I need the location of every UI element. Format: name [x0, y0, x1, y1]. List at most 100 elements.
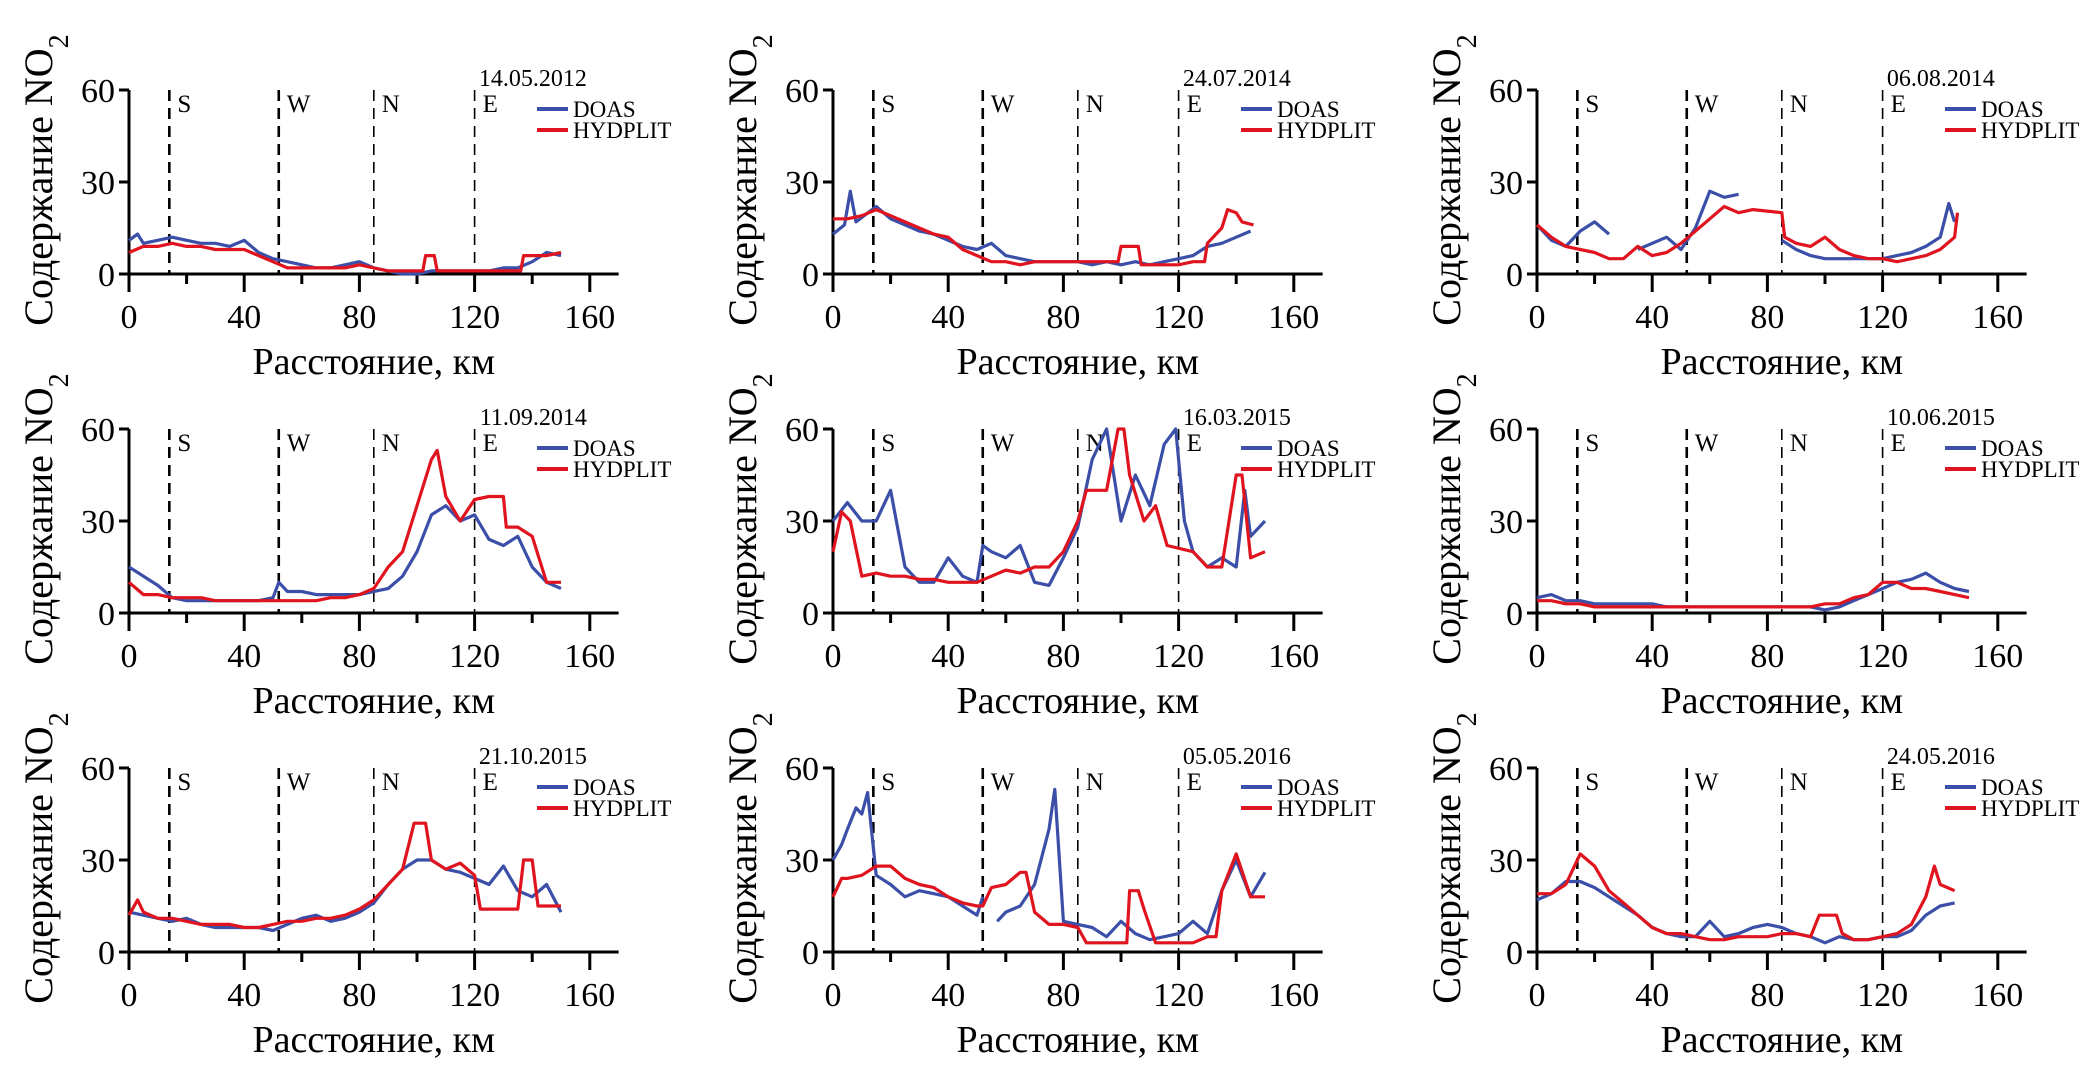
x-tick-label: 0 — [1529, 977, 1546, 1014]
x-tick-label: 80 — [1750, 299, 1784, 336]
x-tick-label: 80 — [342, 977, 376, 1014]
x-tick-label: 40 — [227, 638, 261, 675]
panel-1: 0 30 60 0 40 80 120 160 Расстояние, км Содержание… — [16, 34, 671, 383]
panel-date: 06.08.2014 — [1887, 66, 1995, 92]
zone-label: W — [991, 430, 1015, 457]
panel-8: 0 30 60 0 40 80 120 160 Расстояние, км Содержание… — [720, 712, 1375, 1061]
x-tick-label: 160 — [1268, 977, 1319, 1014]
zone-label: S — [881, 769, 895, 796]
x-tick-label: 0 — [825, 299, 842, 336]
legend-label-hydplit: HYDPLIT — [1277, 457, 1375, 482]
legend-label-hydplit: HYDPLIT — [573, 118, 671, 143]
x-tick-label: 40 — [1635, 299, 1669, 336]
zone-label: W — [991, 769, 1015, 796]
zone-label: E — [1891, 430, 1906, 457]
panel-9: 0 30 60 0 40 80 120 160 Расстояние, км Содержание… — [1424, 712, 2079, 1061]
y-axis-label: Содержание NO2 — [1424, 712, 1483, 1003]
y-axis-label: Содержание NO2 — [720, 34, 779, 325]
zone-label: N — [382, 430, 400, 457]
legend-label-doas: DOAS — [573, 97, 636, 122]
y-tick-label: 60 — [81, 412, 115, 449]
zone-label: N — [1086, 769, 1104, 796]
y-tick-label: 0 — [802, 596, 819, 633]
series-hydplit — [1535, 204, 1960, 264]
zone-label: W — [287, 430, 311, 457]
x-tick-label: 80 — [342, 299, 376, 336]
y-tick-label: 60 — [81, 751, 115, 788]
zone-label: S — [177, 769, 191, 796]
series-hydplit — [128, 241, 562, 273]
x-tick-label: 120 — [1857, 977, 1908, 1014]
series-hydplit — [831, 427, 1266, 584]
x-tick-label: 160 — [1972, 977, 2023, 1014]
zone-label: W — [287, 91, 311, 118]
y-axis-label-text: Содержание NO — [1424, 387, 1469, 664]
y-tick-label: 0 — [1506, 257, 1523, 294]
legend-label-hydplit: HYDPLIT — [1277, 796, 1375, 821]
x-tick-label: 80 — [342, 638, 376, 675]
y-tick-label: 60 — [1489, 751, 1523, 788]
zone-label: S — [881, 430, 895, 457]
y-axis-label: Содержание NO2 — [16, 34, 75, 325]
x-tick-label: 80 — [1046, 638, 1080, 675]
y-tick-label: 0 — [98, 596, 115, 633]
y-tick-label: 30 — [785, 504, 819, 541]
zone-label: E — [1891, 91, 1906, 118]
x-tick-label: 160 — [1268, 299, 1319, 336]
legend-label-doas: DOAS — [1277, 97, 1340, 122]
x-axis-label: Расстояние, км — [956, 680, 1199, 722]
zone-label: N — [1086, 430, 1104, 457]
panel-date: 24.05.2016 — [1887, 744, 1995, 770]
y-tick-label: 60 — [785, 73, 819, 110]
y-tick-label: 0 — [802, 257, 819, 294]
y-tick-label: 60 — [81, 73, 115, 110]
y-axis-label-subscript: 2 — [748, 373, 779, 387]
zone-label: N — [1086, 91, 1104, 118]
y-tick-label: 30 — [785, 165, 819, 202]
legend-label-hydplit: HYDPLIT — [1981, 796, 2079, 821]
y-axis-label-subscript: 2 — [44, 712, 75, 726]
x-tick-label: 160 — [564, 977, 615, 1014]
x-axis-label: Расстояние, км — [1660, 341, 1903, 383]
x-tick-label: 160 — [1972, 299, 2023, 336]
x-tick-label: 40 — [931, 299, 965, 336]
x-axis-label: Расстояние, км — [956, 1019, 1199, 1061]
series-doas — [128, 858, 563, 933]
y-axis-label-subscript: 2 — [1452, 373, 1483, 387]
y-tick-label: 0 — [1506, 596, 1523, 633]
x-axis-label: Расстояние, км — [252, 1019, 495, 1061]
panel-4: 0 30 60 0 40 80 120 160 Расстояние, км Содержание… — [16, 373, 671, 722]
y-axis-label: Содержание NO2 — [1424, 373, 1483, 664]
legend-label-doas: DOAS — [1981, 436, 2044, 461]
x-tick-label: 120 — [449, 977, 500, 1014]
panel-5: 0 30 60 0 40 80 120 160 Расстояние, км Содержание… — [720, 373, 1375, 722]
legend-label-hydplit: HYDPLIT — [573, 457, 671, 482]
panel-date: 21.10.2015 — [479, 744, 587, 770]
x-tick-label: 0 — [825, 638, 842, 675]
x-tick-label: 160 — [1268, 638, 1319, 675]
x-axis-label: Расстояние, км — [252, 341, 495, 383]
legend-label-hydplit: HYDPLIT — [573, 796, 671, 821]
legend-label-doas: DOAS — [1277, 436, 1340, 461]
series-doas — [1535, 189, 1957, 261]
panel-date: 11.09.2014 — [480, 405, 587, 431]
x-tick-label: 120 — [1153, 977, 1204, 1014]
series-hydplit — [1537, 852, 1956, 942]
x-tick-label: 40 — [227, 977, 261, 1014]
zone-label: E — [1187, 430, 1202, 457]
x-tick-label: 40 — [1635, 638, 1669, 675]
y-axis-label: Содержание NO2 — [16, 373, 75, 664]
x-tick-label: 40 — [931, 638, 965, 675]
x-tick-label: 40 — [1635, 977, 1669, 1014]
y-tick-label: 30 — [1489, 504, 1523, 541]
y-tick-label: 30 — [785, 843, 819, 880]
legend-label-doas: DOAS — [1277, 775, 1340, 800]
zone-label: N — [1790, 769, 1808, 796]
zone-label: S — [177, 430, 191, 457]
x-tick-label: 0 — [121, 977, 138, 1014]
x-tick-label: 40 — [227, 299, 261, 336]
zone-label: W — [1695, 769, 1719, 796]
x-tick-label: 120 — [449, 638, 500, 675]
x-tick-label: 120 — [1153, 638, 1204, 675]
